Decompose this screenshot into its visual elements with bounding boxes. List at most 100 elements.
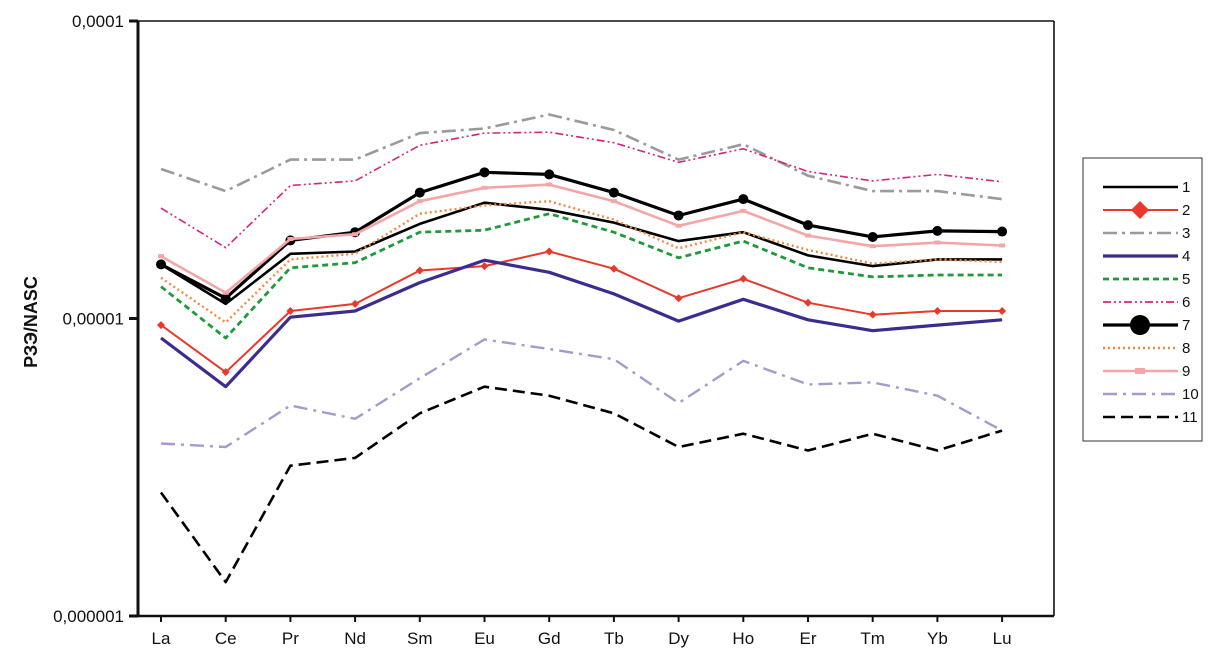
legend-item-9: 9 — [1103, 363, 1190, 380]
legend-label-8: 8 — [1182, 340, 1190, 357]
y-tick-label: 0,00001 — [63, 310, 124, 329]
series-7-point — [673, 210, 684, 221]
legend-item-3: 3 — [1103, 225, 1190, 242]
series-7-point — [608, 187, 619, 198]
x-tick-label-er: Er — [800, 629, 817, 648]
series-7-point — [738, 194, 749, 205]
series-1 — [160, 201, 1003, 306]
legend-label-6: 6 — [1182, 294, 1190, 311]
series-8 — [160, 199, 1003, 324]
legend-label-9: 9 — [1182, 363, 1190, 380]
legend-item-1: 1 — [1103, 179, 1190, 196]
series-9-point — [222, 290, 229, 295]
x-tick-label-tm: Tm — [860, 629, 885, 648]
series-9-point — [287, 237, 294, 242]
series-9-point — [934, 240, 941, 245]
legend-label-3: 3 — [1182, 225, 1190, 242]
legend-marker-9 — [1135, 368, 1145, 374]
legend-label-10: 10 — [1182, 386, 1199, 403]
x-tick-label-la: La — [152, 629, 171, 648]
series-2-point — [545, 247, 554, 256]
series-4 — [160, 258, 1003, 389]
series-10 — [160, 338, 1003, 449]
series-4-line — [160, 258, 1003, 389]
series-9-line — [160, 183, 1003, 295]
x-tick-label-ho: Ho — [732, 629, 754, 648]
y-tick-label: 0,000001 — [53, 607, 124, 626]
series-9-point — [546, 182, 553, 187]
legend-item-7: 7 — [1103, 315, 1190, 335]
series-9-point — [352, 232, 359, 237]
series-9-point — [869, 244, 876, 249]
series-5-line — [160, 212, 1003, 340]
series-2-point — [415, 266, 424, 275]
series-2-point — [804, 298, 812, 307]
series-layer — [156, 113, 1008, 584]
legend-label-1: 1 — [1182, 179, 1190, 196]
series-6-line — [160, 131, 1003, 249]
y-axis: 0,000001 0,00001 0,0001 — [53, 12, 140, 626]
legend-item-8: 8 — [1103, 340, 1190, 357]
series-9-point — [158, 254, 164, 259]
x-tick-label-tb: Tb — [604, 629, 624, 648]
series-2-point — [351, 299, 360, 308]
series-2-point — [221, 368, 230, 377]
series-2-point — [609, 264, 618, 273]
legend-label-2: 2 — [1182, 202, 1190, 219]
legend-label-4: 4 — [1182, 248, 1190, 265]
legend-item-6: 6 — [1103, 294, 1190, 311]
series-7-point — [932, 225, 943, 236]
series-2-point — [739, 274, 748, 283]
series-8-line — [160, 199, 1003, 324]
series-2 — [157, 247, 1007, 377]
series-5 — [160, 212, 1003, 340]
series-2-point — [157, 321, 165, 330]
x-tick-label-lu: Lu — [993, 629, 1012, 648]
series-9-point — [675, 223, 682, 228]
series-7-point — [997, 226, 1008, 237]
x-tick-label-sm: Sm — [407, 629, 433, 648]
legend-label-5: 5 — [1182, 271, 1190, 288]
series-3 — [160, 113, 1003, 201]
series-2-point — [674, 294, 683, 303]
series-2-point — [998, 306, 1007, 315]
series-9 — [158, 182, 1006, 295]
series-1-line — [160, 201, 1003, 306]
x-tick-label-eu: Eu — [474, 629, 495, 648]
x-tick-label-nd: Nd — [344, 629, 366, 648]
legend-label-7: 7 — [1182, 317, 1190, 334]
series-7-point — [479, 167, 490, 178]
legend-item-2: 2 — [1103, 201, 1190, 219]
series-7-point — [544, 169, 555, 180]
y-tick-label: 0,0001 — [72, 12, 124, 31]
x-tick-label-yb: Yb — [927, 629, 948, 648]
x-tick-label-pr: Pr — [282, 629, 299, 648]
series-7-point — [414, 187, 425, 198]
series-9-point — [481, 185, 488, 190]
legend-item-5: 5 — [1103, 271, 1190, 288]
series-3-line — [160, 113, 1003, 201]
legend-item-4: 4 — [1103, 248, 1190, 265]
series-9-point — [805, 233, 811, 238]
series-2-point — [868, 310, 877, 319]
x-tick-label-dy: Dy — [668, 629, 689, 648]
series-9-point — [740, 208, 747, 213]
series-7-point — [220, 293, 231, 304]
legend-label-11: 11 — [1182, 409, 1198, 426]
x-tick-label-ce: Ce — [215, 629, 237, 648]
series-2-point — [933, 306, 942, 315]
legend-marker-7 — [1130, 315, 1150, 335]
y-axis-label: РЗЭ/NASC — [21, 276, 41, 368]
series-2-point — [480, 262, 489, 271]
series-11-line — [159, 385, 1003, 584]
legend-item-11: 11 — [1103, 409, 1198, 426]
series-7-point — [803, 220, 813, 231]
series-9-point — [999, 243, 1006, 248]
x-tick-label-gd: Gd — [538, 629, 561, 648]
series-11 — [159, 385, 1003, 584]
series-10-line — [160, 338, 1003, 449]
series-2-line — [160, 250, 1003, 374]
series-7-point — [156, 259, 166, 270]
legend: 1 2 3 4 5 6 7 8 9 10 11 — [1082, 157, 1203, 442]
